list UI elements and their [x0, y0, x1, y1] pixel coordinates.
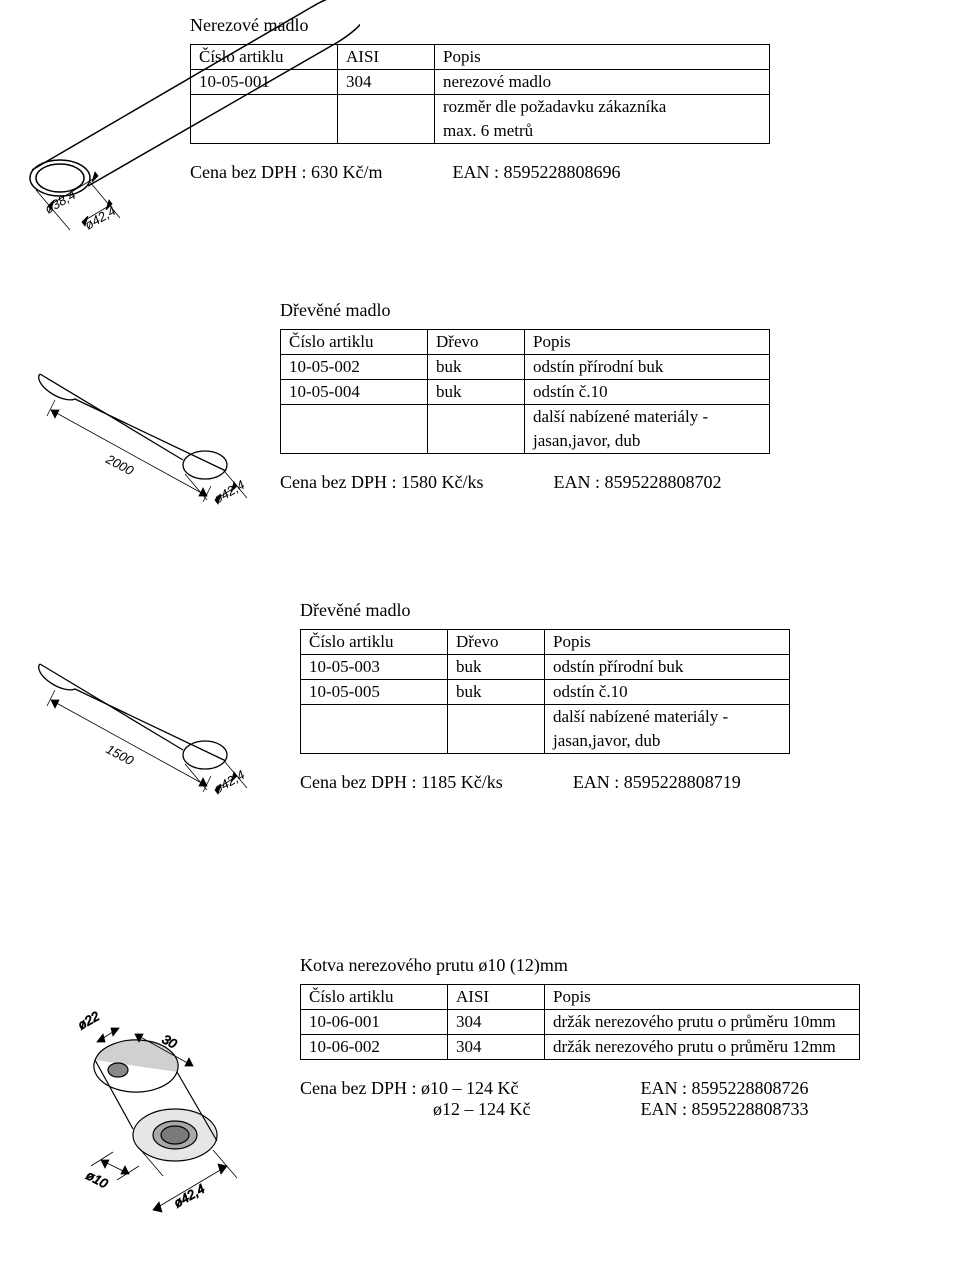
cell [281, 429, 428, 454]
product4-price2: ø12 – 124 Kč [300, 1099, 531, 1120]
dim-label: ø22 [75, 1008, 103, 1033]
dim-label: 2000 [103, 451, 137, 479]
th: Číslo artiklu [301, 630, 448, 655]
product4-title: Kotva nerezového prutu ø10 (12)mm [300, 955, 910, 976]
cell: 304 [448, 1035, 545, 1060]
product2-ean: EAN : 8595228808702 [553, 472, 721, 493]
dim-label: 1500 [104, 741, 137, 768]
cell: buk [428, 380, 525, 405]
cell [301, 705, 448, 730]
dim-label: ø42,4 [211, 477, 247, 507]
cell: odstín č.10 [545, 680, 790, 705]
dim-label: ø42,4 [171, 1181, 207, 1211]
product4-drawing: ø22 30 ø10 ø42,4 [35, 930, 295, 1250]
cell [301, 729, 448, 754]
product1-drawing: ø38,4 ø42,4 [0, 0, 360, 240]
cell [428, 429, 525, 454]
product2-table: Číslo artiklu Dřevo Popis 10-05-002bukod… [280, 329, 770, 454]
product3-title: Dřevěné madlo [300, 600, 860, 621]
product2-title: Dřevěné madlo [280, 300, 840, 321]
dim-label: ø10 [84, 1167, 112, 1191]
product4-ean1: EAN : 8595228808726 [641, 1078, 809, 1099]
th: Dřevo [428, 330, 525, 355]
cell: 10-05-004 [281, 380, 428, 405]
dim-label: ø42,4 [82, 203, 118, 233]
product1-ean: EAN : 8595228808696 [452, 162, 620, 183]
cell: držák nerezového prutu o průměru 12mm [545, 1035, 860, 1060]
cell [428, 405, 525, 430]
cell: držák nerezového prutu o průměru 10mm [545, 1010, 860, 1035]
cell: další nabízené materiály - [525, 405, 770, 430]
cell: nerezové madlo [435, 70, 770, 95]
cell: odstín přírodní buk [545, 655, 790, 680]
cell: buk [448, 655, 545, 680]
cell: jasan,javor, dub [525, 429, 770, 454]
product3-price: Cena bez DPH : 1185 Kč/ks [300, 772, 503, 793]
cell: 10-05-005 [301, 680, 448, 705]
th: Popis [545, 985, 860, 1010]
dim-label: ø42,4 [211, 767, 247, 797]
cell: odstín č.10 [525, 380, 770, 405]
product4-ean2: EAN : 8595228808733 [641, 1099, 809, 1120]
cell [448, 729, 545, 754]
cell: 10-06-001 [301, 1010, 448, 1035]
cell: 10-06-002 [301, 1035, 448, 1060]
cell: odstín přírodní buk [525, 355, 770, 380]
cell: další nabízené materiály - [545, 705, 790, 730]
cell: buk [448, 680, 545, 705]
th: Číslo artiklu [301, 985, 448, 1010]
product4-price1: Cena bez DPH : ø10 – 124 Kč [300, 1078, 531, 1099]
cell: max. 6 metrů [435, 119, 770, 144]
cell: 304 [448, 1010, 545, 1035]
cell: rozměr dle požadavku zákazníka [435, 95, 770, 120]
product2-drawing: 2000 ø42,4 [15, 310, 295, 530]
cell: buk [428, 355, 525, 380]
product3-ean: EAN : 8595228808719 [573, 772, 741, 793]
th: Popis [545, 630, 790, 655]
th: Dřevo [448, 630, 545, 655]
th: Číslo artiklu [281, 330, 428, 355]
th: AISI [448, 985, 545, 1010]
product3-table: Číslo artiklu Dřevo Popis 10-05-003bukod… [300, 629, 790, 754]
cell: jasan,javor, dub [545, 729, 790, 754]
cell [281, 405, 428, 430]
product2-price: Cena bez DPH : 1580 Kč/ks [280, 472, 483, 493]
cell: 10-05-003 [301, 655, 448, 680]
cell [448, 705, 545, 730]
product4-table: Číslo artiklu AISI Popis 10-06-001304drž… [300, 984, 860, 1060]
th: Popis [435, 45, 770, 70]
product3-drawing: 1500 ø42,4 [15, 600, 295, 820]
cell: 10-05-002 [281, 355, 428, 380]
th: Popis [525, 330, 770, 355]
